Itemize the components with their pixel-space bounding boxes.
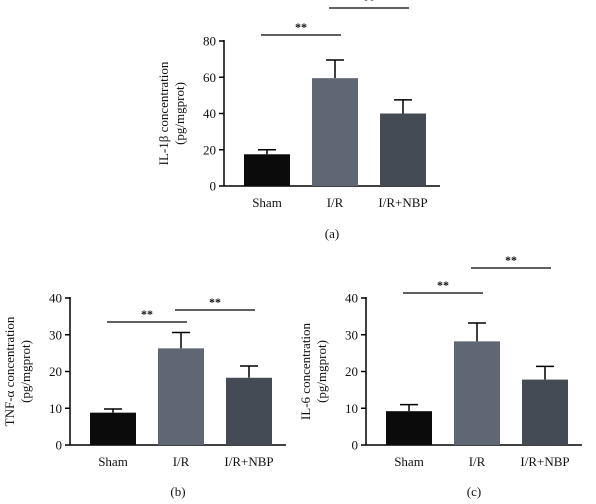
- y-axis-title-line1: IL-6 concentration: [298, 322, 313, 420]
- y-tick-label: 20: [203, 142, 216, 157]
- y-tick-label: 60: [203, 70, 216, 85]
- y-axis-title-line2: (pg/mgprot): [18, 340, 33, 403]
- bar-i-r: [454, 341, 500, 445]
- y-tick-label: 40: [49, 291, 62, 306]
- x-category-label: Sham: [252, 195, 282, 210]
- significance-label: **: [295, 20, 307, 34]
- x-category-label: Sham: [394, 454, 424, 469]
- chart-panel-c: 0 10 20 30 40 IL-6 concentration (pg/mgprot) Sh…: [298, 253, 582, 499]
- x-category-label: I/R+NBP: [224, 454, 273, 469]
- y-tick-label: 30: [345, 327, 358, 342]
- y-tick-label: 40: [345, 291, 358, 306]
- bar-i-r-nbp: [522, 379, 568, 445]
- panel-label: (c): [467, 484, 481, 499]
- y-tick-label: 20: [345, 364, 358, 379]
- chart-panel-a: 0 20 40 60 80 IL-1β concentration (pg/mgprot) S…: [156, 0, 440, 241]
- y-axis-title-line2: (pg/mgprot): [314, 340, 329, 403]
- y-tick-label: 80: [203, 34, 216, 49]
- y-tick-label: 0: [210, 179, 217, 194]
- x-category-label: I/R+NBP: [520, 454, 569, 469]
- y-axis-title-line1: IL-1β concentration: [156, 61, 171, 165]
- y-tick-label: 20: [49, 364, 62, 379]
- y-tick-label: 30: [49, 327, 62, 342]
- bar-i-r: [312, 78, 358, 186]
- bar-sham: [244, 154, 290, 186]
- bar-sham: [90, 412, 136, 445]
- y-tick-label: 10: [49, 401, 62, 416]
- significance-label: **: [505, 253, 517, 267]
- x-category-label: Sham: [98, 454, 128, 469]
- y-axis-title-line1: TNF-α concentration: [2, 316, 17, 426]
- x-category-label: I/R+NBP: [378, 195, 427, 210]
- panel-label: (a): [325, 226, 339, 241]
- x-category-label: I/R: [173, 454, 190, 469]
- y-axis-title-line2: (pg/mgprot): [172, 82, 187, 145]
- bar-i-r-nbp: [226, 377, 272, 445]
- y-tick-label: 40: [203, 106, 216, 121]
- significance-label: **: [209, 295, 221, 309]
- chart-panel-b: 0 10 20 30 40 TNF-α concentration (pg/mgprot) S…: [2, 291, 286, 499]
- panel-label: (b): [170, 484, 185, 499]
- significance-label: **: [363, 0, 375, 7]
- significance-label: **: [437, 278, 449, 292]
- x-category-label: I/R: [469, 454, 486, 469]
- y-tick-label: 10: [345, 401, 358, 416]
- x-category-label: I/R: [327, 195, 344, 210]
- y-tick-label: 0: [352, 438, 359, 453]
- significance-label: **: [141, 307, 153, 321]
- y-tick-label: 0: [56, 438, 63, 453]
- bar-i-r-nbp: [380, 113, 426, 186]
- bar-sham: [386, 411, 432, 445]
- bar-i-r: [158, 348, 204, 445]
